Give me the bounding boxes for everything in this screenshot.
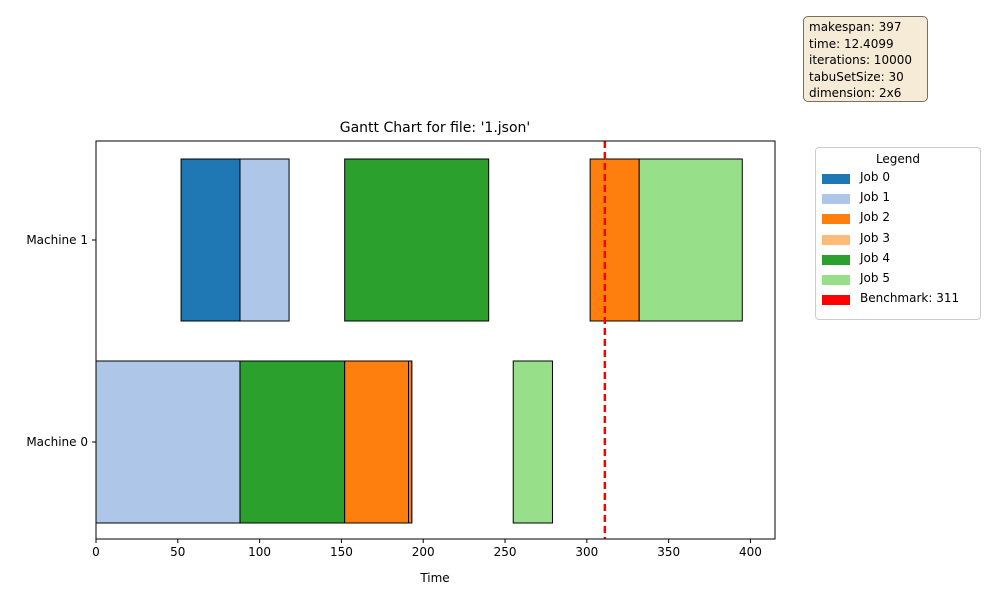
x-tick-label: 250 bbox=[494, 545, 517, 559]
legend-item-benchmark-311: Benchmark: 311 bbox=[816, 289, 980, 309]
legend-label: Job 3 bbox=[860, 230, 890, 245]
info-time: time: 12.4099 bbox=[809, 36, 894, 51]
legend-swatch bbox=[822, 295, 850, 306]
task-bars bbox=[95, 158, 743, 524]
task-bar-machine-0-job-1 bbox=[95, 360, 241, 524]
x-tick-label: 200 bbox=[412, 545, 435, 559]
chart-title: Gantt Chart for file: '1.json' bbox=[340, 120, 531, 136]
x-tick-label: 100 bbox=[248, 545, 271, 559]
x-axis-title: Time bbox=[419, 571, 449, 585]
legend-items: Job 0 Job 1 Job 2 Job 3 Job 4 Job 5 Benchmark:… bbox=[816, 168, 980, 309]
x-tick-label: 350 bbox=[657, 545, 680, 559]
plot-area-frame bbox=[95, 140, 776, 540]
info-makespan: makespan: 397 bbox=[809, 20, 902, 34]
legend-title: Legend bbox=[875, 152, 921, 166]
legend-label: Benchmark: 311 bbox=[860, 291, 960, 306]
y-tick-label: Machine 0 bbox=[26, 435, 88, 449]
legend-item-job-1: Job 1 bbox=[816, 188, 980, 208]
task-bar-machine-1-job-5 bbox=[638, 158, 743, 322]
info-iterations: iterations: 10000 bbox=[809, 53, 912, 67]
x-tick-label: 150 bbox=[330, 545, 353, 559]
x-tick-label: 0 bbox=[92, 545, 100, 559]
task-bar-machine-1-job-1 bbox=[239, 158, 290, 322]
legend-label: Job 1 bbox=[860, 190, 890, 205]
task-bar-machine-0-job-2 bbox=[408, 360, 413, 524]
legend-label: Job 0 bbox=[860, 170, 890, 184]
run-info-box: makespan: 397 time: 12.4099 iterations: … bbox=[803, 16, 928, 102]
legend-swatch bbox=[822, 234, 850, 245]
legend-swatch bbox=[822, 254, 850, 265]
task-bar-machine-1-job-2 bbox=[589, 158, 640, 322]
legend-item-job-5: Job 5 bbox=[816, 269, 980, 289]
legend-label: Job 2 bbox=[860, 210, 890, 225]
x-tick-label: 50 bbox=[170, 545, 185, 559]
task-bar-machine-1-job-0 bbox=[180, 158, 241, 322]
legend-item-job-3: Job 3 bbox=[816, 229, 980, 249]
legend-label: Job 4 bbox=[860, 250, 890, 265]
legend: Legend Job 0 Job 1 Job 2 Job 3 Job 4 Job 5 Ben… bbox=[815, 147, 981, 320]
task-bar-machine-0-job-5 bbox=[512, 360, 553, 524]
legend-item-job-4: Job 4 bbox=[816, 249, 980, 269]
legend-swatch bbox=[822, 274, 850, 285]
legend-swatch bbox=[822, 174, 850, 184]
x-tick-label: 300 bbox=[575, 545, 598, 559]
y-tick-label: Machine 1 bbox=[26, 233, 88, 247]
legend-label: Job 5 bbox=[860, 270, 890, 285]
task-bar-machine-0-job-4 bbox=[239, 360, 346, 524]
legend-item-job-0: Job 0 bbox=[816, 168, 980, 188]
y-axis-ticks: Machine 0 Machine 1 bbox=[26, 233, 96, 449]
x-axis-ticks: 0 50 100 150 200 250 300 350 400 bbox=[92, 539, 762, 559]
x-tick-label: 400 bbox=[739, 545, 762, 559]
legend-swatch bbox=[822, 214, 850, 225]
task-bar-machine-0-job-2 bbox=[344, 360, 413, 524]
info-tabu-set-size: tabuSetSize: 30 bbox=[809, 69, 904, 84]
info-dimension: dimension: 2x6 bbox=[809, 86, 902, 100]
legend-swatch bbox=[822, 194, 850, 205]
legend-item-job-2: Job 2 bbox=[816, 208, 980, 228]
task-bar-machine-1-job-4 bbox=[344, 158, 490, 322]
